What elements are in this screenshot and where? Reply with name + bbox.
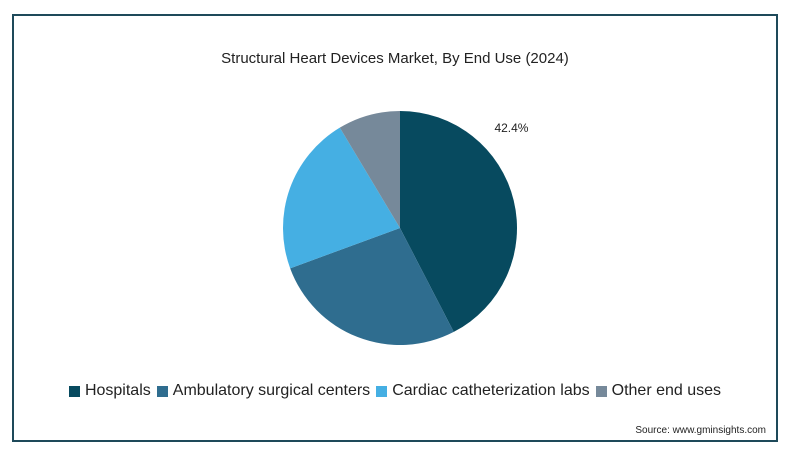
legend: Hospitals Ambulatory surgical centers Card…: [14, 382, 776, 400]
legend-label: Other end uses: [611, 382, 722, 399]
source-note: Source: www.gminsights.com: [635, 425, 766, 436]
pie-slice-other-end-uses: [339, 111, 400, 228]
legend-label: Ambulatory surgical centers: [172, 382, 371, 399]
legend-swatch: [595, 385, 607, 397]
pie-slice-ambulatory-surgical-centers: [290, 228, 454, 346]
legend-item-other-end-uses: Other end uses: [595, 382, 722, 400]
legend-swatch: [156, 385, 168, 397]
legend-item-hospitals: Hospitals: [68, 382, 151, 400]
pie-slice-hospitals: [400, 111, 517, 332]
data-label-hospitals: 42.4%: [494, 121, 528, 135]
legend-label: Cardiac catheterization labs: [392, 382, 590, 399]
legend-item-ambulatory-surgical-centers: Ambulatory surgical centers: [156, 382, 371, 400]
pie-slice-cardiac-catheterization-labs: [283, 127, 400, 269]
chart-frame: Structural Heart Devices Market, By End …: [12, 14, 778, 442]
legend-swatch: [376, 385, 388, 397]
legend-label: Hospitals: [84, 382, 151, 399]
chart-title: Structural Heart Devices Market, By End …: [221, 50, 569, 67]
pie-chart: 42.4%: [283, 111, 529, 346]
legend-swatch: [68, 385, 80, 397]
legend-item-cardiac-catheterization-labs: Cardiac catheterization labs: [376, 382, 590, 400]
